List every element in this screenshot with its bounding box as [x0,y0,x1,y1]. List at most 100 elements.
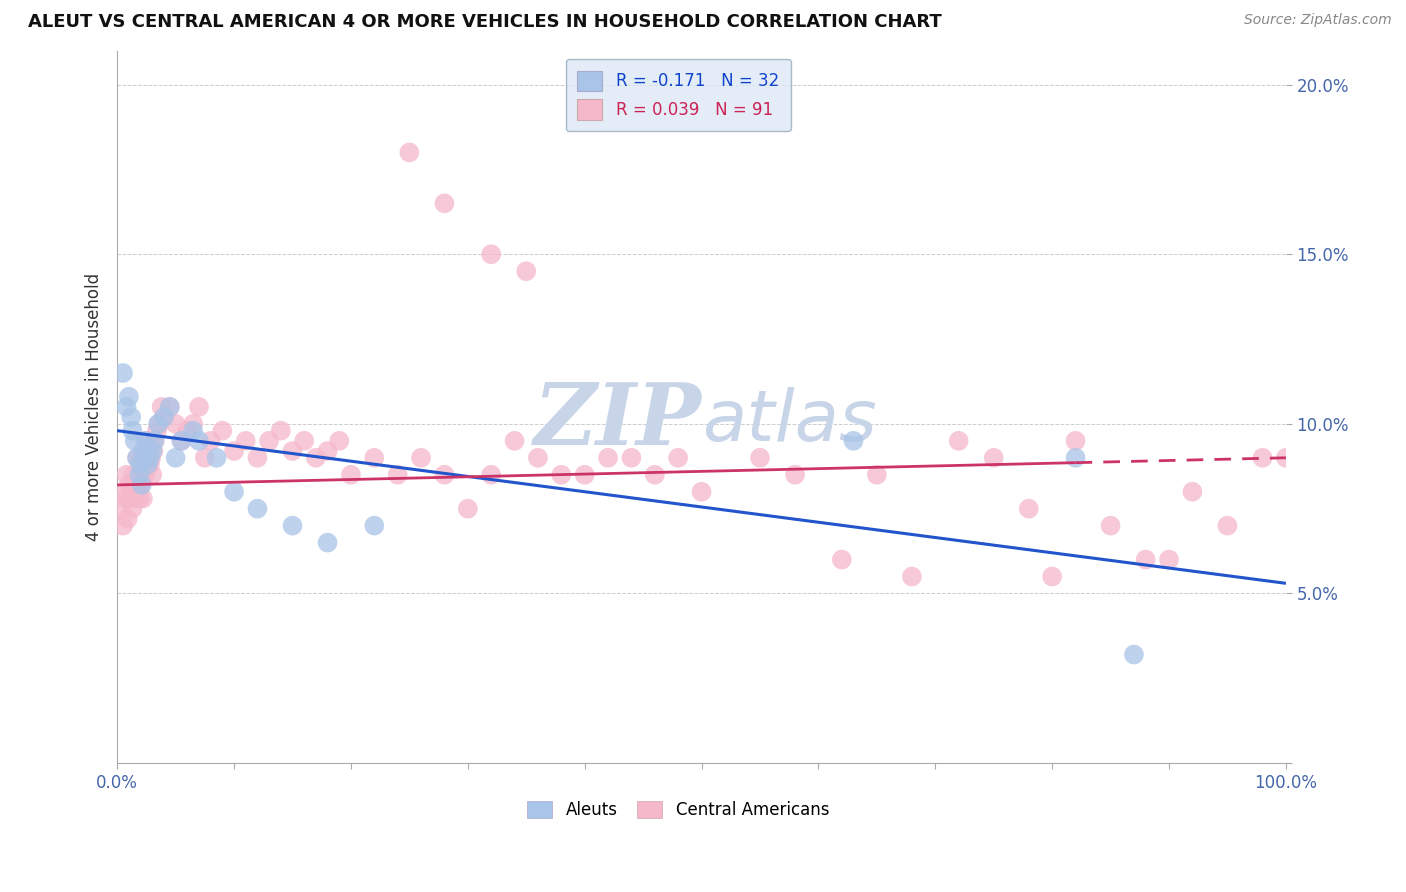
Point [141,467,163,482]
Point [596,450,619,465]
Point [1099,518,1122,533]
Point [188,400,211,414]
Point [1064,434,1087,448]
Point [139,450,162,465]
Point [550,467,572,482]
Text: atlas: atlas [702,386,876,456]
Point [153,410,176,425]
Point [409,450,432,465]
Point [363,450,385,465]
Point [132,458,155,472]
Point [235,434,257,448]
Point [831,552,853,566]
Point [246,450,269,465]
Point [170,434,193,448]
Point [148,417,170,431]
Point [120,410,142,425]
Point [433,467,456,482]
Point [136,434,159,448]
Point [170,434,193,448]
Point [129,478,152,492]
Point [644,467,666,482]
Point [132,444,155,458]
Point [112,518,135,533]
Point [281,518,304,533]
Point [666,450,689,465]
Point [125,491,148,506]
Point [270,424,292,438]
Point [503,434,526,448]
Point [188,434,211,448]
Point [479,247,502,261]
Point [118,478,141,492]
Point [125,450,148,465]
Point [316,535,339,549]
Text: ALEUT VS CENTRAL AMERICAN 4 OR MORE VEHICLES IN HOUSEHOLD CORRELATION CHART: ALEUT VS CENTRAL AMERICAN 4 OR MORE VEHI… [28,13,942,31]
Point [246,501,269,516]
Point [112,484,135,499]
Text: Source: ZipAtlas.com: Source: ZipAtlas.com [1244,13,1392,28]
Point [115,467,138,482]
Point [901,569,924,583]
Point [143,434,166,448]
Point [983,450,1005,465]
Point [866,467,889,482]
Point [690,484,713,499]
Point [125,450,148,465]
Point [131,478,153,492]
Point [134,467,156,482]
Point [165,450,187,465]
Point [783,467,806,482]
Point [143,434,166,448]
Point [1018,501,1040,516]
Point [129,467,152,482]
Point [222,444,245,458]
Point [131,450,153,465]
Text: ZIP: ZIP [534,379,702,463]
Point [114,491,136,506]
Point [122,467,145,482]
Point [257,434,280,448]
Point [181,417,204,431]
Point [1275,450,1298,465]
Point [205,450,228,465]
Point [281,444,304,458]
Point [749,450,772,465]
Point [139,458,162,472]
Point [153,410,176,425]
Point [527,450,550,465]
Point [842,434,865,448]
Point [211,424,233,438]
Point [1135,552,1157,566]
Point [165,417,187,431]
Point [141,444,163,458]
Y-axis label: 4 or more Vehicles in Household: 4 or more Vehicles in Household [86,273,103,541]
Point [200,434,222,448]
Point [620,450,643,465]
Point [110,501,132,516]
Point [121,501,143,516]
Point [118,491,141,506]
Point [292,434,315,448]
Point [1040,569,1063,583]
Point [1123,648,1146,662]
Point [181,424,204,438]
Legend: Aleuts, Central Americans: Aleuts, Central Americans [520,795,837,826]
Point [328,434,350,448]
Point [159,400,181,414]
Point [131,467,153,482]
Point [457,501,479,516]
Point [1064,450,1087,465]
Point [134,434,156,448]
Point [118,390,141,404]
Point [305,450,328,465]
Point [124,484,146,499]
Point [398,145,420,160]
Point [479,467,502,482]
Point [127,478,149,492]
Point [124,434,146,448]
Point [574,467,596,482]
Point [146,417,169,431]
Point [387,467,409,482]
Point [129,458,152,472]
